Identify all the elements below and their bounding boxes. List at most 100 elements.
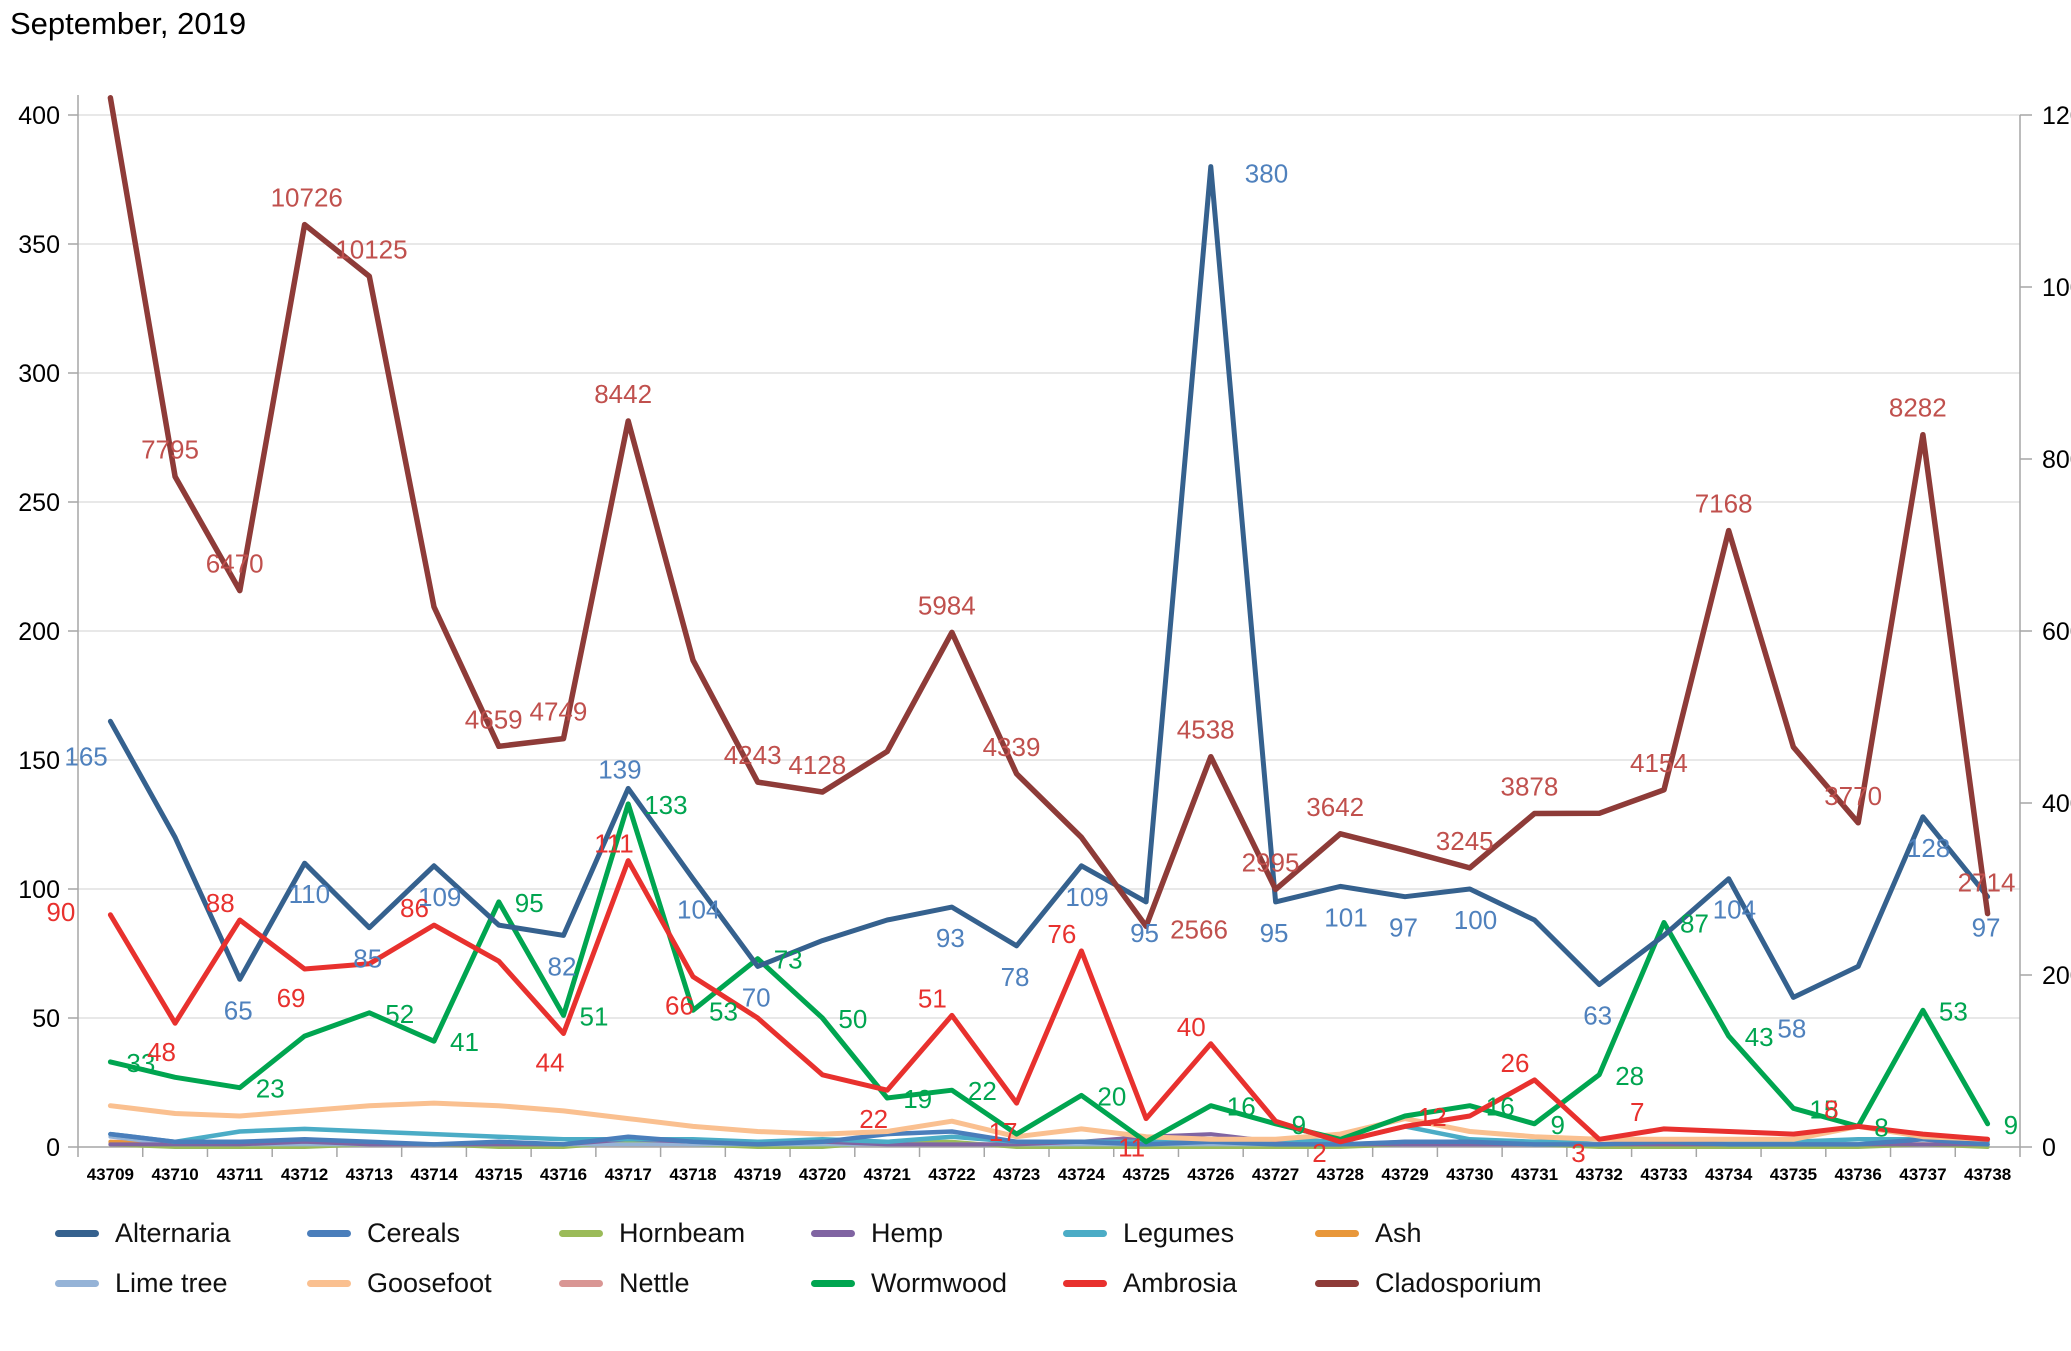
data-label-wormwood: 9 (2004, 1110, 2018, 1140)
data-label-cladosporium: 4128 (788, 750, 846, 780)
x-axis-label: 43731 (1511, 1165, 1558, 1184)
data-label-wormwood: 43 (1745, 1022, 1774, 1052)
data-label-wormwood: 22 (968, 1076, 997, 1106)
data-label-wormwood: 53 (709, 996, 738, 1026)
legend-label: Cladosporium (1375, 1267, 1542, 1298)
data-label-cladosporium: 3642 (1306, 792, 1364, 822)
x-axis-label: 43732 (1576, 1165, 1623, 1184)
data-label-cladosporium: 2995 (1242, 847, 1300, 877)
data-label-wormwood: 9 (1292, 1110, 1306, 1140)
data-label-wormwood: 9 (1551, 1110, 1565, 1140)
data-label-ambrosia: 66 (665, 991, 694, 1021)
x-axis-label: 43722 (928, 1165, 975, 1184)
data-label-wormwood: 19 (903, 1084, 932, 1114)
data-label-ambrosia: 90 (46, 897, 75, 927)
data-label-alternaria: 100 (1454, 905, 1497, 935)
legend-label: Goosefoot (367, 1267, 492, 1298)
x-axis-label: 43717 (605, 1165, 652, 1184)
x-axis-label: 43712 (281, 1165, 328, 1184)
x-axis-label: 43720 (799, 1165, 846, 1184)
data-label-wormwood: 133 (644, 790, 687, 820)
left-axis-tick-label: 200 (18, 618, 60, 646)
data-label-wormwood: 87 (1680, 909, 1709, 939)
data-label-ambrosia: 7 (1630, 1097, 1644, 1127)
x-axis-label: 43735 (1770, 1165, 1817, 1184)
data-label-alternaria: 101 (1324, 902, 1367, 932)
x-axis-label: 43738 (1964, 1165, 2011, 1184)
legend-label: Hemp (871, 1217, 944, 1248)
data-label-alternaria: 139 (598, 754, 641, 784)
data-label-alternaria: 97 (1972, 913, 2001, 943)
data-label-ambrosia: 12 (1418, 1102, 1447, 1132)
data-label-wormwood: 50 (838, 1004, 867, 1034)
legend-item-cladosporium: Cladosporium (1315, 1268, 1567, 1299)
x-axis-label: 43726 (1187, 1165, 1234, 1184)
legend-item-legumes: Legumes (1063, 1218, 1315, 1249)
legend-swatch-icon (811, 1279, 855, 1287)
legend-item-ambrosia: Ambrosia (1063, 1268, 1315, 1299)
left-axis-tick-label: 250 (18, 489, 60, 517)
data-label-cladosporium: 5984 (918, 590, 976, 620)
legend-label: Alternaria (115, 1217, 231, 1248)
legend-item-hornbeam: Hornbeam (559, 1218, 811, 1249)
x-axis-label: 43737 (1899, 1165, 1946, 1184)
data-label-wormwood: 33 (126, 1048, 155, 1078)
x-axis-label: 43715 (475, 1165, 522, 1184)
x-axis-label: 43728 (1317, 1165, 1364, 1184)
data-label-cladosporium: 8442 (594, 379, 652, 409)
legend-swatch-icon (307, 1279, 351, 1287)
data-label-wormwood: 23 (256, 1074, 285, 1104)
data-label-ambrosia: 3 (1571, 1138, 1585, 1168)
legend-label: Hornbeam (619, 1217, 746, 1248)
data-label-ambrosia: 69 (277, 983, 306, 1013)
data-label-alternaria: 380 (1245, 159, 1288, 189)
data-label-cladosporium: 3245 (1436, 826, 1494, 856)
legend-swatch-icon (559, 1229, 603, 1237)
x-axis-label: 43733 (1640, 1165, 1687, 1184)
data-label-wormwood: 73 (774, 945, 803, 975)
data-label-wormwood: 95 (515, 888, 544, 918)
legend-swatch-icon (307, 1229, 351, 1237)
series-line-goosefoot (107, 1100, 1991, 1142)
x-axis-label: 43730 (1446, 1165, 1493, 1184)
x-axis-label: 43721 (864, 1165, 911, 1184)
data-label-cladosporium: 3878 (1501, 772, 1559, 802)
legend-item-cereals: Cereals (307, 1218, 559, 1249)
left-axis-tick-label: 350 (18, 231, 60, 259)
left-axis-tick-label: 300 (18, 360, 60, 388)
series-line-alternaria (107, 164, 1991, 1000)
data-label-alternaria: 65 (224, 995, 253, 1025)
data-label-alternaria: 78 (1001, 962, 1030, 992)
data-label-cladosporium: 4749 (530, 697, 588, 727)
legend-label: Wormwood (871, 1267, 1008, 1298)
data-label-alternaria: 95 (1260, 918, 1289, 948)
x-axis-label: 43727 (1252, 1165, 1299, 1184)
data-label-ambrosia: 8 (1824, 1094, 1838, 1124)
right-axis-tick-label: 10000 (2042, 274, 2071, 302)
legend-swatch-icon (811, 1229, 855, 1237)
data-label-ambrosia: 48 (147, 1037, 176, 1067)
data-label-alternaria: 58 (1777, 1013, 1806, 1043)
legend-item-nettle: Nettle (559, 1268, 811, 1299)
legend-swatch-icon (559, 1279, 603, 1287)
data-label-alternaria: 165 (64, 741, 107, 771)
data-label-ambrosia: 22 (859, 1104, 888, 1134)
data-label-alternaria: 85 (353, 944, 382, 974)
data-label-wormwood: 28 (1615, 1061, 1644, 1091)
legend-item-wormwood: Wormwood (811, 1268, 1063, 1299)
data-label-ambrosia: 26 (1501, 1048, 1530, 1078)
x-axis-label: 43719 (734, 1165, 781, 1184)
data-label-wormwood: 15 (1809, 1094, 1838, 1124)
data-label-cladosporium: 4154 (1630, 748, 1688, 778)
x-axis-label: 43725 (1122, 1165, 1169, 1184)
series-line-ambrosia (107, 858, 1991, 1145)
data-label-cladosporium: 10125 (335, 234, 407, 264)
legend-label: Ash (1375, 1217, 1422, 1248)
legend-swatch-icon (1063, 1229, 1107, 1237)
legend-item-hemp: Hemp (811, 1218, 1063, 1249)
data-label-alternaria: 104 (1713, 895, 1756, 925)
x-axis-label: 43724 (1058, 1165, 1106, 1184)
left-axis-tick-label: 100 (18, 876, 60, 904)
